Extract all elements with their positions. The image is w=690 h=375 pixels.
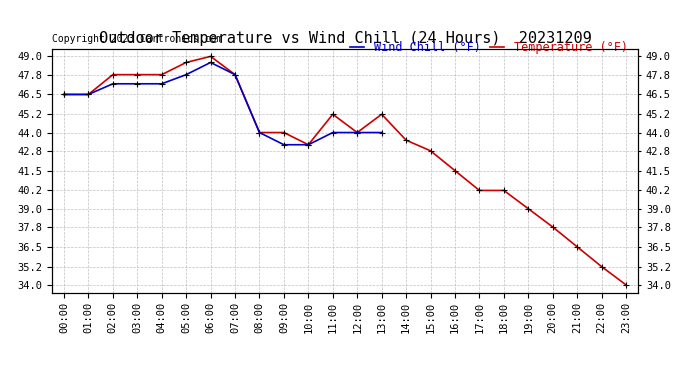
Text: Copyright 2023 Cartronics.com: Copyright 2023 Cartronics.com [52, 34, 222, 44]
Title: Outdoor Temperature vs Wind Chill (24 Hours)  20231209: Outdoor Temperature vs Wind Chill (24 Ho… [99, 31, 591, 46]
Legend: Wind Chill (°F), Temperature (°F): Wind Chill (°F), Temperature (°F) [346, 36, 632, 59]
